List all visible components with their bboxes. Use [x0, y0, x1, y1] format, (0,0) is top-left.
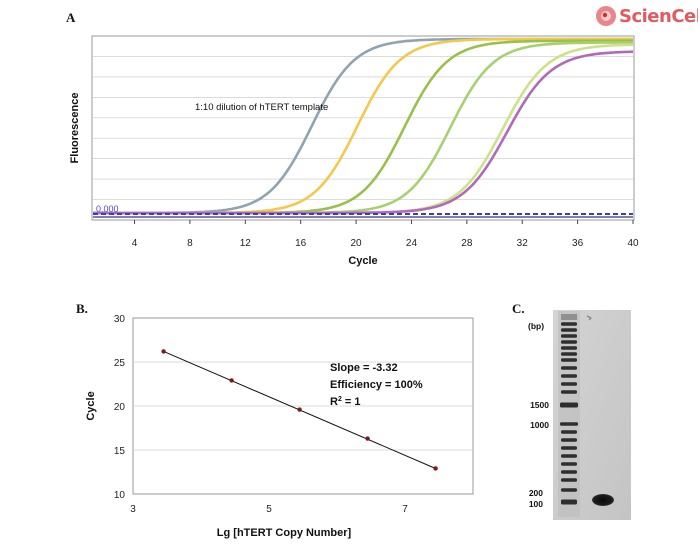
slope-annotation: Slope = -3.32 — [330, 362, 398, 374]
ladder-band — [561, 438, 577, 442]
x-tick-label-a: 4 — [132, 238, 138, 249]
x-tick-label-a: 12 — [240, 238, 252, 249]
data-point-b — [433, 466, 438, 471]
gel-artifact — [586, 315, 592, 321]
well — [561, 314, 577, 320]
ladder-band — [561, 358, 577, 362]
ladder-band — [561, 446, 577, 450]
marker-200: 200 — [529, 488, 543, 498]
panel-label-a: A — [66, 10, 76, 25]
y-tick-label-b: 25 — [114, 358, 126, 369]
x-tick-label-a: 32 — [517, 238, 529, 249]
pcr-product-band — [592, 494, 614, 506]
x-tick-label-b: 7 — [402, 504, 408, 515]
y-tick-label-b: 10 — [114, 490, 126, 501]
x-tick-label-a: 20 — [351, 238, 363, 249]
agarose-gel: (bp) 1500 1000 200 100 — [528, 310, 631, 520]
ladder-band — [561, 478, 577, 482]
x-tick-label-a: 24 — [406, 238, 418, 249]
data-points-b — [161, 349, 438, 471]
gridlines-b — [133, 361, 473, 451]
threshold-label: 0.000 — [96, 204, 119, 214]
panel-label-b: B. — [76, 301, 88, 316]
ladder-band — [561, 334, 577, 338]
logo-graphic: ScienCell — [596, 6, 700, 27]
ladder-band — [561, 454, 577, 458]
x-axis-title-a: Cycle — [348, 255, 377, 267]
ladder-band — [561, 382, 577, 386]
sciencell-logo: ScienCell — [594, 2, 700, 32]
y-tick-label-b: 20 — [114, 402, 126, 413]
data-point-b — [297, 407, 302, 412]
dilution-annotation: 1:10 dilution of hTERT template — [195, 102, 328, 113]
amplification-plot: 0.000 1:10 dilution of hTERT template 4 8… — [69, 35, 639, 267]
ladder-band — [561, 340, 577, 344]
x-tick-label-a: 8 — [187, 238, 193, 249]
dna-ladder — [560, 314, 592, 505]
data-point-b — [161, 349, 166, 354]
y-axis-title-b: Cycle — [85, 391, 97, 420]
x-axis-title-b: Lg [hTERT Copy Number] — [217, 527, 352, 539]
panel-label-c: C. — [512, 301, 525, 316]
ladder-band — [561, 352, 577, 356]
x-tick-label-a: 28 — [461, 238, 473, 249]
ladder-band — [561, 390, 577, 394]
ladder-band — [561, 499, 577, 505]
x-tick-label-a: 36 — [572, 238, 584, 249]
x-tick-label-b: 5 — [266, 504, 272, 515]
ladder-band — [560, 422, 578, 426]
y-tick-label-b: 30 — [114, 314, 126, 325]
ladder-band — [561, 328, 577, 332]
efficiency-annotation: Efficiency = 100% — [330, 379, 423, 391]
ladder-band — [561, 488, 577, 492]
ladder-band — [561, 462, 577, 466]
ladder-band — [561, 322, 577, 326]
ladder-band — [561, 366, 577, 370]
marker-1500: 1500 — [530, 400, 549, 410]
gel-unit-label: (bp) — [528, 321, 544, 331]
marker-1000: 1000 — [530, 420, 549, 430]
x-tick-label-a: 40 — [627, 238, 639, 249]
y-tick-label-b: 15 — [114, 446, 126, 457]
data-point-b — [365, 436, 370, 441]
ladder-band — [561, 430, 577, 434]
x-tick-label-a: 16 — [295, 238, 307, 249]
x-tick-label-b: 3 — [130, 504, 136, 515]
marker-100: 100 — [529, 499, 543, 509]
ladder-band — [561, 346, 577, 350]
brand-name: ScienCell — [619, 6, 698, 27]
r-squared-annotation: R2 = 1 — [330, 396, 361, 408]
ladder-band — [561, 470, 577, 474]
y-axis-title-a: Fluorescence — [69, 93, 81, 164]
ladder-band — [560, 402, 578, 408]
data-point-b — [229, 378, 234, 383]
ladder-band — [561, 374, 577, 378]
x-ticks-a: 4 8 12 16 20 24 28 32 36 40 — [132, 220, 639, 249]
